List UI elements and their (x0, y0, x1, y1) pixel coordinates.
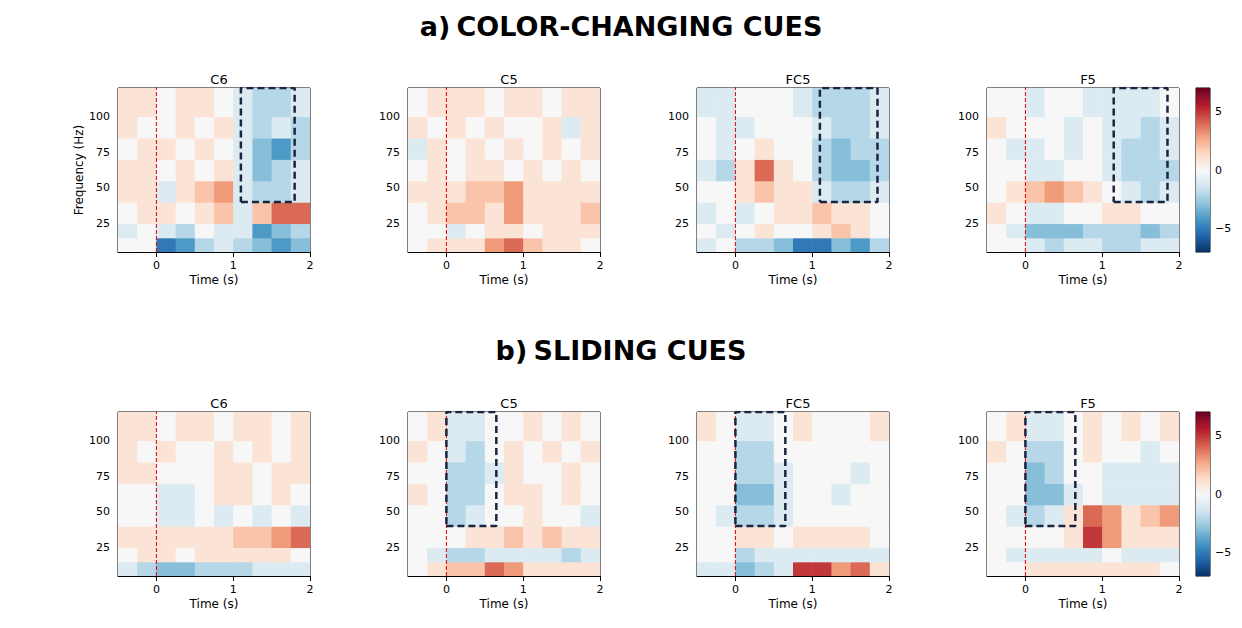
svg-text:COLOR-CHANGING CUES: COLOR-CHANGING CUES (456, 11, 822, 42)
svg-text:100: 100 (89, 110, 110, 123)
svg-text:2: 2 (886, 259, 893, 272)
svg-text:−5: −5 (1215, 546, 1231, 559)
svg-text:Time (s): Time (s) (768, 273, 818, 287)
svg-text:0: 0 (732, 259, 739, 272)
svg-text:F5: F5 (1080, 72, 1096, 87)
svg-text:0: 0 (443, 583, 450, 596)
svg-text:100: 100 (668, 110, 689, 123)
svg-text:Frequency (Hz): Frequency (Hz) (72, 125, 86, 216)
svg-text:Time (s): Time (s) (1058, 597, 1108, 611)
svg-text:50: 50 (386, 181, 400, 194)
svg-text:50: 50 (675, 181, 689, 194)
svg-text:1: 1 (230, 259, 237, 272)
svg-text:0: 0 (153, 583, 160, 596)
svg-text:2: 2 (886, 583, 893, 596)
svg-text:0: 0 (153, 259, 160, 272)
svg-text:25: 25 (96, 217, 110, 230)
svg-text:1: 1 (809, 259, 816, 272)
svg-text:b): b) (496, 335, 528, 366)
svg-text:1: 1 (1099, 583, 1106, 596)
svg-text:25: 25 (96, 541, 110, 554)
svg-text:50: 50 (965, 181, 979, 194)
svg-text:50: 50 (675, 505, 689, 518)
svg-text:Time (s): Time (s) (768, 597, 818, 611)
svg-text:25: 25 (675, 541, 689, 554)
svg-text:0: 0 (1215, 164, 1222, 177)
svg-text:C6: C6 (210, 72, 227, 87)
svg-text:0: 0 (1022, 259, 1029, 272)
svg-text:0: 0 (732, 583, 739, 596)
svg-text:C6: C6 (210, 396, 227, 411)
svg-text:5: 5 (1215, 105, 1222, 118)
svg-text:1: 1 (520, 583, 527, 596)
svg-text:C5: C5 (500, 72, 517, 87)
svg-text:100: 100 (668, 434, 689, 447)
svg-text:Time (s): Time (s) (479, 597, 529, 611)
svg-text:1: 1 (1099, 259, 1106, 272)
svg-text:25: 25 (675, 217, 689, 230)
svg-text:100: 100 (379, 434, 400, 447)
svg-text:2: 2 (1176, 259, 1183, 272)
svg-text:50: 50 (386, 505, 400, 518)
svg-text:50: 50 (96, 505, 110, 518)
svg-text:C5: C5 (500, 396, 517, 411)
svg-text:1: 1 (520, 259, 527, 272)
svg-text:50: 50 (96, 181, 110, 194)
svg-text:2: 2 (597, 259, 604, 272)
svg-text:Time (s): Time (s) (189, 273, 239, 287)
svg-text:1: 1 (230, 583, 237, 596)
svg-text:75: 75 (965, 470, 979, 483)
svg-text:75: 75 (965, 146, 979, 159)
svg-text:0: 0 (443, 259, 450, 272)
svg-text:2: 2 (597, 583, 604, 596)
svg-text:50: 50 (965, 505, 979, 518)
svg-text:1: 1 (809, 583, 816, 596)
svg-text:FC5: FC5 (786, 396, 811, 411)
svg-text:25: 25 (386, 541, 400, 554)
svg-text:0: 0 (1215, 488, 1222, 501)
svg-text:F5: F5 (1080, 396, 1096, 411)
svg-text:SLIDING CUES: SLIDING CUES (533, 335, 746, 366)
svg-text:FC5: FC5 (786, 72, 811, 87)
svg-text:−5: −5 (1215, 222, 1231, 235)
svg-text:75: 75 (386, 470, 400, 483)
svg-text:25: 25 (386, 217, 400, 230)
svg-text:100: 100 (958, 434, 979, 447)
svg-text:75: 75 (96, 146, 110, 159)
svg-text:2: 2 (307, 259, 314, 272)
svg-text:5: 5 (1215, 429, 1222, 442)
svg-text:a): a) (420, 11, 451, 42)
svg-text:75: 75 (675, 470, 689, 483)
svg-text:Time (s): Time (s) (189, 597, 239, 611)
svg-text:0: 0 (1022, 583, 1029, 596)
svg-text:100: 100 (958, 110, 979, 123)
svg-text:75: 75 (675, 146, 689, 159)
svg-text:2: 2 (307, 583, 314, 596)
svg-text:Time (s): Time (s) (1058, 273, 1108, 287)
svg-text:25: 25 (965, 217, 979, 230)
svg-text:100: 100 (89, 434, 110, 447)
svg-text:25: 25 (965, 541, 979, 554)
svg-text:75: 75 (96, 470, 110, 483)
svg-text:100: 100 (379, 110, 400, 123)
svg-text:75: 75 (386, 146, 400, 159)
svg-text:2: 2 (1176, 583, 1183, 596)
svg-text:Time (s): Time (s) (479, 273, 529, 287)
